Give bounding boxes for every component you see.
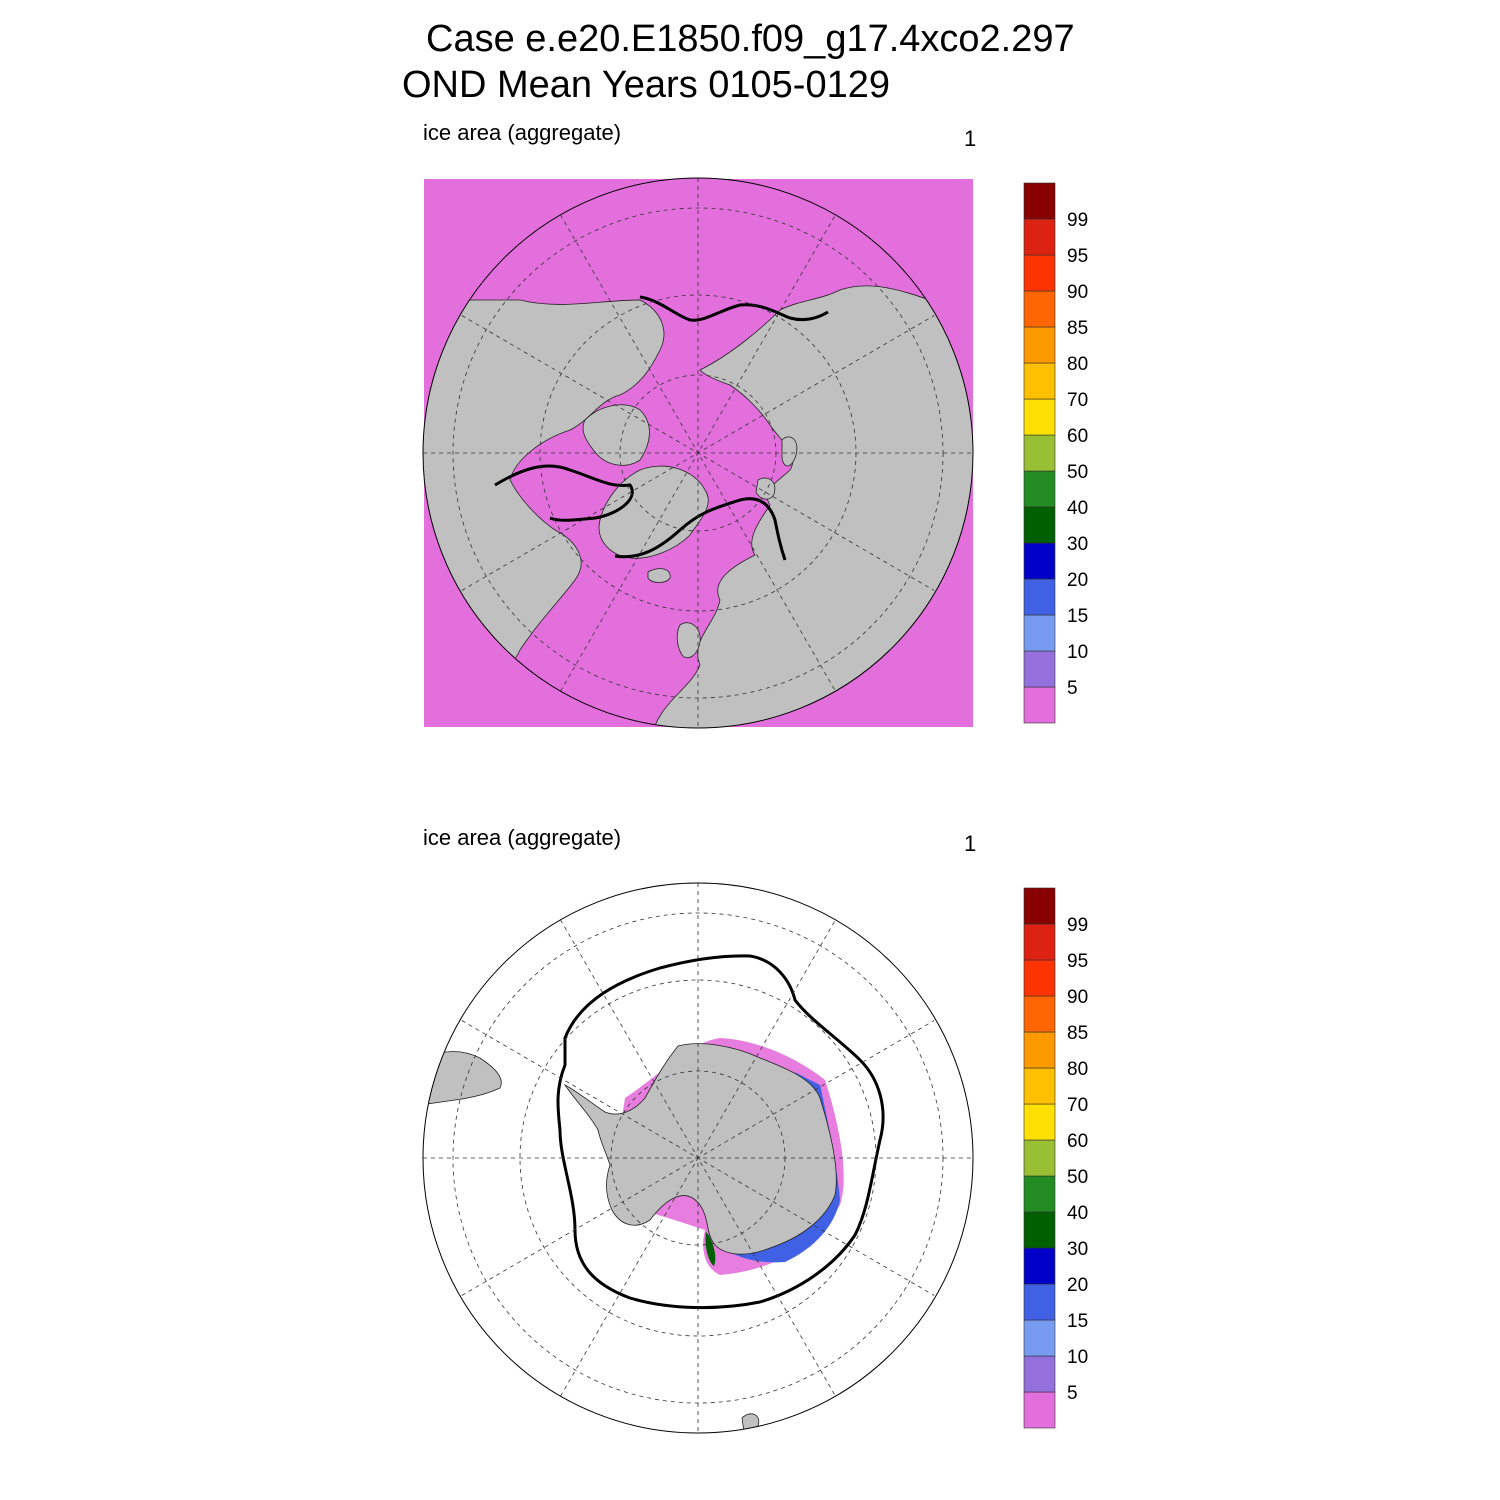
south-colorbar-box	[1023, 1247, 1056, 1285]
south-colorbar-box	[1023, 1391, 1056, 1429]
north-colorbar-label: 20	[1067, 570, 1088, 591]
north-ice-edge-contour-atlantic	[614, 497, 787, 561]
south-colorbar-label: 90	[1067, 987, 1088, 1008]
north-colorbar-box	[1023, 398, 1056, 436]
north-colorbar-label: 80	[1067, 354, 1088, 375]
south-ice-edge-contour	[556, 954, 885, 1310]
north-panel-title: ice area (aggregate)	[423, 120, 622, 145]
north-colorbar-label: 95	[1067, 246, 1088, 267]
north-colorbar-label: 70	[1067, 390, 1088, 411]
north-colorbar-label: 30	[1067, 534, 1088, 555]
south-colorbar-label: 85	[1067, 1023, 1088, 1044]
north-polar-map	[422, 177, 974, 729]
south-colorbar: 5 10 15 20 30 40 50 60 70 80 85 90 95 99	[1023, 887, 1088, 1429]
north-colorbar-label: 15	[1067, 606, 1088, 627]
north-colorbar-box	[1023, 542, 1056, 580]
south-colorbar-label: 60	[1067, 1131, 1088, 1152]
south-graticule	[423, 883, 973, 1433]
south-colorbar-box	[1023, 1031, 1056, 1069]
north-colorbar-label: 90	[1067, 282, 1088, 303]
north-colorbar-label: 85	[1067, 318, 1088, 339]
north-land-arctic-islands	[582, 404, 650, 466]
south-colorbar-label: 20	[1067, 1275, 1088, 1296]
north-panel-number: 1	[964, 126, 977, 151]
north-land-novaya-zemlya	[781, 436, 798, 467]
south-panel-title: ice area (aggregate)	[423, 825, 622, 850]
north-land-iceland	[647, 568, 671, 583]
south-land-antarctica	[563, 1043, 837, 1255]
north-colorbar-box	[1023, 290, 1056, 328]
north-colorbar-label: 50	[1067, 462, 1088, 483]
south-colorbar-box	[1023, 1175, 1056, 1213]
north-colorbar-box	[1023, 470, 1056, 508]
north-colorbar-box	[1023, 362, 1056, 400]
south-colorbar-box	[1023, 1355, 1056, 1393]
south-colorbar-label: 99	[1067, 915, 1088, 936]
south-map-border	[422, 882, 974, 1434]
south-sea-ice-thick-weddell	[705, 1232, 716, 1266]
south-colorbar-box	[1023, 1319, 1056, 1357]
south-colorbar-box	[1023, 1067, 1056, 1105]
north-colorbar-box	[1023, 326, 1056, 364]
figure-title-line1: Case e.e20.E1850.f09_g17.4xco2.297	[426, 18, 1075, 60]
north-land-north-america	[423, 299, 665, 721]
south-colorbar-label: 5	[1067, 1383, 1078, 1404]
south-colorbar-box	[1023, 1283, 1056, 1321]
north-colorbar-box	[1023, 254, 1056, 292]
south-colorbar-box	[1023, 959, 1056, 997]
south-polar-map	[422, 882, 974, 1434]
north-colorbar-label: 99	[1067, 210, 1088, 231]
north-colorbar-box	[1023, 686, 1056, 724]
south-colorbar-box	[1023, 923, 1056, 961]
north-colorbar-label: 5	[1067, 678, 1078, 699]
south-colorbar-label: 15	[1067, 1311, 1088, 1332]
north-colorbar: 5 10 15 20 30 40 50 60 70 80 85 90 95 99	[1023, 182, 1088, 724]
south-colorbar-label: 30	[1067, 1239, 1088, 1260]
figure-title-line2: OND Mean Years 0105-0129	[402, 64, 890, 106]
south-colorbar-box	[1023, 1211, 1056, 1249]
north-colorbar-label: 60	[1067, 426, 1088, 447]
north-ice-edge-contour	[494, 464, 634, 522]
south-panel-number: 1	[964, 831, 977, 856]
north-ice-edge-contour-pacific	[639, 295, 829, 322]
south-colorbar-box	[1023, 1139, 1056, 1177]
north-map-border	[422, 177, 974, 729]
north-land-svalbard	[755, 477, 776, 500]
south-colorbar-box	[1023, 887, 1056, 925]
south-colorbar-label: 50	[1067, 1167, 1088, 1188]
south-land-south-america	[423, 1051, 502, 1106]
north-colorbar-box	[1023, 182, 1056, 220]
south-colorbar-label: 95	[1067, 951, 1088, 972]
south-colorbar-label: 10	[1067, 1347, 1088, 1368]
south-colorbar-box	[1023, 1103, 1056, 1141]
north-graticule	[423, 178, 973, 728]
north-land-greenland	[598, 465, 709, 559]
north-land-eurasia	[649, 285, 973, 728]
north-colorbar-box	[1023, 578, 1056, 616]
north-colorbar-box	[1023, 218, 1056, 256]
north-colorbar-label: 10	[1067, 642, 1088, 663]
north-colorbar-label: 40	[1067, 498, 1088, 519]
south-colorbar-label: 40	[1067, 1203, 1088, 1224]
north-colorbar-box	[1023, 650, 1056, 688]
north-colorbar-box	[1023, 614, 1056, 652]
north-colorbar-box	[1023, 506, 1056, 544]
north-land-british-isles	[676, 622, 701, 659]
north-colorbar-box	[1023, 434, 1056, 472]
south-colorbar-label: 80	[1067, 1059, 1088, 1080]
south-colorbar-label: 70	[1067, 1095, 1088, 1116]
south-colorbar-box	[1023, 995, 1056, 1033]
